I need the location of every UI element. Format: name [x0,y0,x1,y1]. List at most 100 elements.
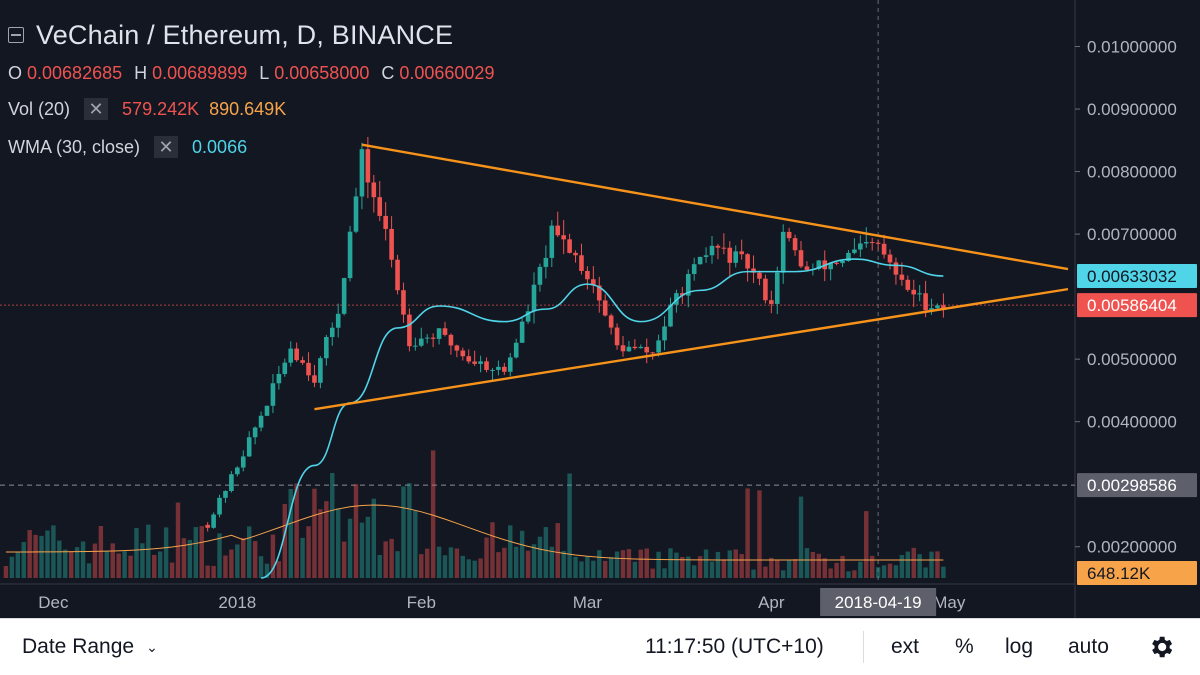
wma-indicator-name[interactable]: WMA (30, close) [8,136,141,157]
chart-area[interactable]: 0.00200000 0.00400000 0.00500000 0.00700000… [0,0,1200,618]
candle-body [288,348,294,363]
percent-scale-button[interactable]: % [955,635,974,658]
candle-body [460,350,466,357]
volume-bar [122,551,127,578]
volume-bar [425,548,430,578]
candle-body [780,231,786,273]
candle-body [929,308,934,311]
candle-body [769,300,774,304]
candle-body [312,375,317,383]
volume-bar [786,560,792,578]
ext-hours-button[interactable]: ext [891,635,920,658]
volume-bar [229,549,234,578]
candle-body [858,243,863,250]
low-key: L [259,62,270,83]
volume-bar [668,548,673,578]
collapse-legend-icon[interactable] [8,27,24,43]
volume-bar [781,570,786,578]
candle-body [881,243,887,255]
wma-indicator-row: WMA (30, close) ✕ 0.0066 [8,128,506,166]
candle-body [650,352,655,354]
volume-bar [614,551,620,578]
symbol-title[interactable]: VeChain / Ethereum, D, BINANCE [36,19,454,50]
volume-bar [419,554,424,578]
volume-bar [241,537,246,578]
volume-value: 579.242K [122,98,200,119]
clock-display[interactable]: 11:17:50 (UTC+10) [645,635,824,658]
volume-bar [757,490,762,578]
price-chart[interactable]: 0.00200000 0.00400000 0.00500000 0.00700000… [0,0,1200,618]
volume-bar [644,548,649,578]
volume-bar [603,560,608,578]
volume-bar [395,551,400,578]
candle-body [466,356,472,362]
candle-body [620,345,626,352]
remove-volume-icon[interactable]: ✕ [84,98,109,120]
open-key: O [8,62,23,83]
volume-bar [549,546,554,578]
volume-bar [205,565,210,578]
log-scale-button[interactable]: log [1005,635,1034,658]
volume-bar [519,530,525,578]
candle-body [792,238,798,251]
candle-body [656,340,661,353]
volume-bar [193,527,198,578]
candle-body [644,346,650,353]
volume-bar [98,526,104,578]
candle-body [389,228,394,260]
volume-bar [727,550,732,578]
volume-bar [264,563,270,578]
candle-body [549,225,555,258]
candle-body [484,361,489,370]
date-range-button[interactable]: Date Range ⌄ [22,635,158,659]
candle-body [264,405,270,416]
volume-bar [430,450,436,578]
candle-body [282,362,288,374]
volume-bar [448,547,454,578]
candle-body [834,262,839,264]
volume-bar [911,547,916,578]
volume-bar [852,570,857,578]
candle-body [941,305,946,309]
candle-body [223,490,228,498]
candle-body [413,345,418,347]
volume-bar [543,527,549,578]
candle-body [401,290,406,315]
volume-bar [810,551,816,578]
volume-bar [887,563,893,578]
candle-body [270,383,276,406]
candle-body [525,311,531,322]
volume-bar [875,567,881,578]
volume-bar [175,502,181,578]
volume-bar [478,558,483,578]
volume-bar [650,568,655,578]
volume-bar [555,523,560,578]
candle-body [757,272,762,279]
candle-body [395,259,400,291]
volume-bar [27,530,32,578]
candle-body [798,250,804,267]
open-value: 0.00682685 [27,62,123,83]
remove-wma-icon[interactable]: ✕ [154,136,179,158]
candle-body [602,300,608,316]
volume-bar [134,528,139,578]
volume-bar [217,533,222,578]
auto-scale-button[interactable]: auto [1068,635,1109,658]
candle-body [733,251,739,263]
candle-body [567,239,572,253]
close-value: 0.00660029 [399,62,495,83]
candle-body [436,328,442,339]
volume-bar [341,541,347,578]
volume-bar [674,552,679,578]
upper-trendline [361,143,1069,271]
volume-bar [330,472,335,578]
candle-body [626,346,632,352]
volume-bar [686,556,691,578]
candle-body [205,524,210,528]
candle-body [478,361,483,364]
volume-bar [86,563,92,578]
candle-body [383,215,388,229]
candle-body [306,362,311,376]
gear-icon[interactable] [1147,633,1175,661]
volume-indicator-name[interactable]: Vol (20) [8,98,71,119]
